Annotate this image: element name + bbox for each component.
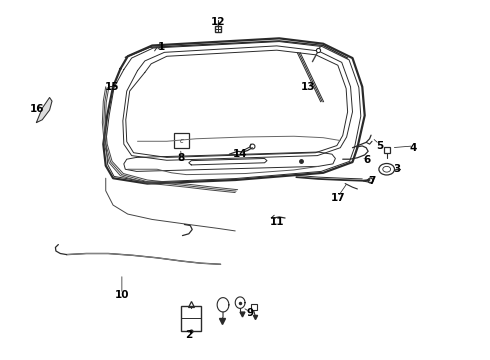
Text: 11: 11 xyxy=(270,217,284,227)
Text: 13: 13 xyxy=(301,82,316,93)
Text: 7: 7 xyxy=(368,176,376,186)
Text: 2: 2 xyxy=(185,330,193,340)
Text: 5: 5 xyxy=(376,141,383,151)
Text: 15: 15 xyxy=(105,82,120,93)
Text: 8: 8 xyxy=(178,153,185,163)
Polygon shape xyxy=(36,98,52,123)
Text: 9: 9 xyxy=(246,308,253,318)
Text: 12: 12 xyxy=(211,17,225,27)
Text: 16: 16 xyxy=(30,104,45,114)
Text: 17: 17 xyxy=(331,193,345,203)
Text: 6: 6 xyxy=(364,155,371,165)
Text: c: c xyxy=(179,138,183,144)
Text: 10: 10 xyxy=(115,291,129,301)
Text: 3: 3 xyxy=(393,164,400,174)
Text: 1: 1 xyxy=(158,42,166,52)
Text: 14: 14 xyxy=(233,149,247,159)
Text: 4: 4 xyxy=(410,143,417,153)
